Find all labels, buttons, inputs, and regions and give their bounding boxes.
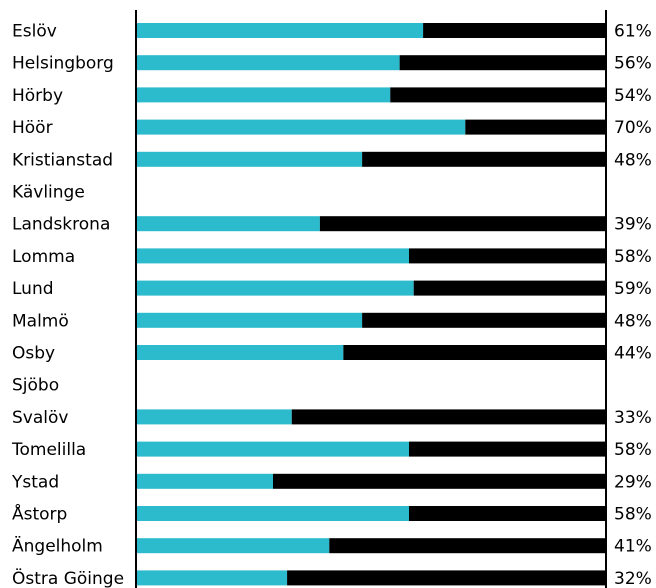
bar-share (137, 409, 292, 425)
bar-share (137, 23, 424, 38)
bar-remainder (409, 248, 606, 264)
category-label: Hörby (12, 86, 63, 106)
category-label: Lomma (12, 247, 75, 267)
bar-share (137, 506, 410, 521)
value-label: 44% (614, 344, 652, 364)
category-label: Östra Göinge (12, 567, 124, 588)
category-label: Tomelilla (11, 440, 86, 460)
value-label: 33% (614, 408, 652, 428)
bar-remainder (362, 151, 606, 167)
value-label: 48% (614, 311, 652, 331)
category-label: Ystad (11, 472, 59, 492)
value-label: 58% (614, 247, 652, 267)
bar-share (137, 151, 363, 167)
value-label: 56% (614, 54, 652, 74)
bar-share (137, 312, 363, 328)
value-label: 58% (614, 505, 652, 525)
category-label: Helsingborg (12, 54, 114, 74)
category-label: Malmö (12, 311, 69, 331)
bar-remainder (465, 119, 606, 135)
bar-remainder (319, 216, 606, 232)
bar-remainder (409, 441, 606, 457)
bar-remainder (343, 345, 606, 360)
value-label: 29% (614, 472, 652, 492)
category-label: Åstorp (12, 503, 67, 525)
category-label: Kristianstad (12, 150, 113, 170)
value-label: 39% (614, 215, 652, 235)
value-label: 61% (614, 22, 652, 42)
bar-remainder (390, 87, 606, 103)
bar-remainder (409, 506, 606, 521)
value-label: 48% (614, 150, 652, 170)
bar-share (137, 216, 320, 232)
category-label: Landskrona (12, 215, 110, 235)
bar-share (137, 55, 400, 71)
bar-share (137, 119, 466, 135)
bar-remainder (362, 312, 606, 328)
bar-remainder (413, 280, 606, 296)
bar-share (137, 441, 410, 457)
bar-remainder (399, 55, 606, 71)
value-label: 32% (614, 569, 652, 588)
category-label: Kävlinge (12, 183, 85, 203)
category-label: Lund (12, 279, 54, 299)
value-label: 59% (614, 279, 652, 299)
bar-remainder (423, 23, 606, 38)
bar-share (137, 538, 330, 554)
bar-share (137, 473, 274, 489)
bar-remainder (287, 570, 606, 586)
value-label: 58% (614, 440, 652, 460)
category-label: Osby (12, 344, 55, 364)
bar-share (137, 570, 288, 586)
bar-remainder (329, 538, 606, 554)
value-label: 54% (614, 86, 652, 106)
category-label: Höör (12, 118, 53, 138)
bar-remainder (291, 409, 606, 425)
category-label: Svalöv (12, 408, 68, 428)
bar-remainder (273, 473, 606, 489)
value-label: 70% (614, 118, 652, 138)
bar-share (137, 345, 344, 360)
category-label: Ängelholm (12, 536, 103, 557)
category-label: Eslöv (12, 22, 57, 42)
category-label: Sjöbo (12, 376, 59, 396)
bar-share (137, 87, 391, 103)
bar-share (137, 248, 410, 264)
value-label: 41% (614, 537, 652, 557)
bar-share (137, 280, 414, 296)
